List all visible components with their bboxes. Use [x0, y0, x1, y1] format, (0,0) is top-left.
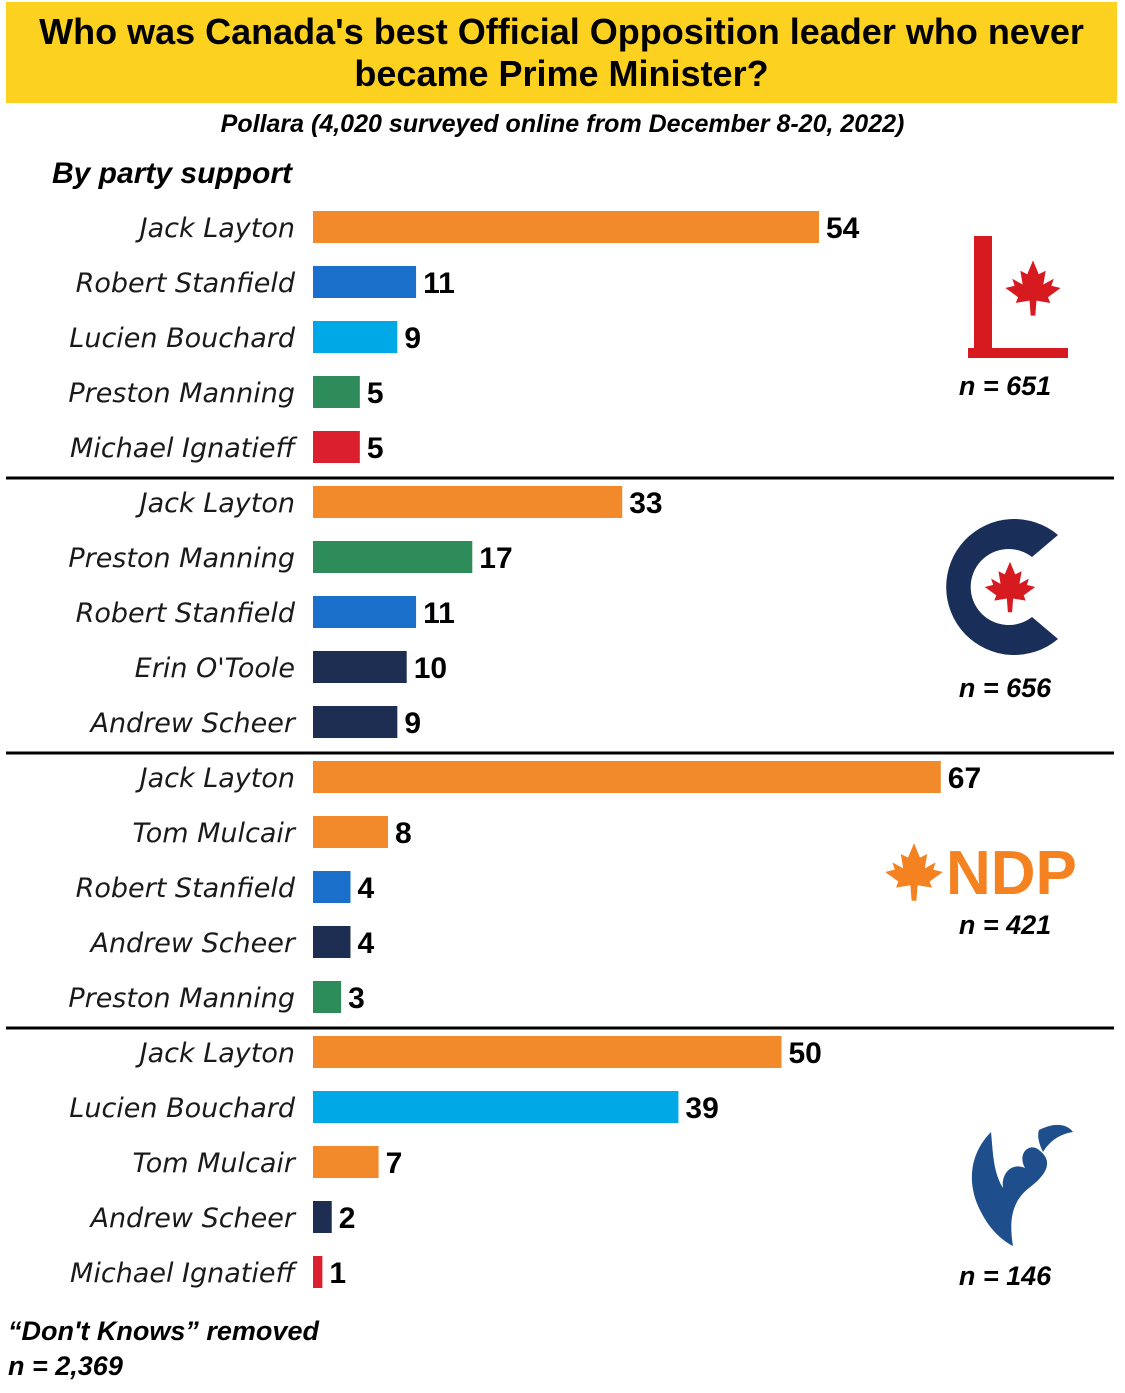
- bar: [313, 321, 398, 353]
- bar: [313, 651, 407, 683]
- category-label: Jack Layton: [135, 488, 295, 519]
- bloc-fleur-shape: [971, 1132, 1048, 1246]
- bar: [313, 871, 351, 903]
- category-label: Jack Layton: [135, 1038, 295, 1069]
- category-label: Preston Manning: [68, 543, 295, 574]
- category-label: Preston Manning: [68, 983, 295, 1014]
- bar: [313, 1201, 332, 1233]
- conservative-logo: [946, 519, 1058, 655]
- category-label: Andrew Scheer: [88, 1203, 296, 1234]
- panel-ndp: Jack Layton 67 Tom Mulcair 8 Robert Stanfiel…: [6, 751, 1114, 1015]
- data-label: 8: [395, 817, 412, 850]
- sample-size-label: n = 146: [959, 1261, 1052, 1291]
- category-label: Robert Stanfield: [76, 598, 296, 629]
- data-label: 10: [414, 652, 447, 685]
- category-label: Jack Layton: [135, 213, 295, 244]
- maple-leaf-icon: [984, 561, 1036, 613]
- category-label: Robert Stanfield: [76, 268, 296, 299]
- title-banner: Who was Canada's best Official Oppositio…: [6, 2, 1117, 103]
- data-label: 4: [357, 927, 374, 960]
- bar: [313, 761, 941, 793]
- data-label: 9: [404, 322, 421, 355]
- data-label: 9: [404, 707, 421, 740]
- data-label: 50: [789, 1037, 822, 1070]
- panel-conservative: Jack Layton 33 Preston Manning 17 Robert Sta…: [6, 476, 1114, 740]
- bar: [313, 706, 398, 738]
- bar: [313, 486, 623, 518]
- bloc-leaf-shape: [1038, 1124, 1073, 1152]
- bar: [313, 981, 342, 1013]
- category-label: Andrew Scheer: [88, 928, 296, 959]
- bar: [313, 431, 360, 463]
- bar: [313, 1256, 323, 1288]
- bloc-logo: [971, 1124, 1073, 1246]
- category-label: Jack Layton: [135, 763, 295, 794]
- category-label: Michael Ignatieff: [70, 1258, 297, 1289]
- category-label: Michael Ignatieff: [70, 433, 297, 464]
- data-label: 7: [386, 1147, 403, 1180]
- data-label: 17: [479, 542, 512, 575]
- data-label: 4: [357, 872, 374, 905]
- data-label: 67: [948, 762, 981, 795]
- bar: [313, 541, 473, 573]
- category-label: Lucien Bouchard: [69, 1093, 296, 1124]
- data-label: 33: [629, 487, 662, 520]
- ndp-logo-text: NDP: [946, 839, 1077, 908]
- bar: [313, 1146, 379, 1178]
- section-label: By party support: [52, 157, 293, 190]
- panel-bloc: Jack Layton 50 Lucien Bouchard 39 Tom Mulcai…: [6, 1026, 1114, 1291]
- bar: [313, 596, 417, 628]
- category-label: Tom Mulcair: [133, 818, 297, 849]
- category-label: Erin O'Toole: [135, 653, 295, 684]
- data-label: 11: [423, 597, 455, 630]
- total-n-note: n = 2,369: [8, 1351, 123, 1381]
- category-label: Robert Stanfield: [76, 873, 296, 904]
- ndp-logo: NDP: [885, 839, 1077, 908]
- category-label: Andrew Scheer: [88, 708, 296, 739]
- panel-liberal: Jack Layton 54 Robert Stanfield 11 Lucien Bo…: [68, 211, 1068, 465]
- chart-title: Who was Canada's best Official Oppositio…: [39, 10, 1084, 94]
- bar: [313, 266, 417, 298]
- bar: [313, 1091, 679, 1123]
- bar: [313, 376, 360, 408]
- category-label: Tom Mulcair: [133, 1148, 297, 1179]
- data-label: 11: [423, 267, 455, 300]
- chart-subtitle: Pollara (4,020 surveyed online from Dece…: [220, 110, 905, 138]
- conservative-c-shape: [946, 519, 1058, 655]
- liberal-l-shape: [968, 236, 1068, 358]
- data-label: 1: [329, 1257, 346, 1290]
- sample-size-label: n = 656: [959, 673, 1052, 703]
- maple-leaf-icon: [1005, 260, 1061, 316]
- bar: [313, 926, 351, 958]
- data-label: 2: [339, 1202, 356, 1235]
- data-label: 5: [367, 432, 384, 465]
- data-label: 5: [367, 377, 384, 410]
- data-label: 3: [348, 982, 365, 1015]
- liberal-logo: [968, 236, 1068, 358]
- bar: [313, 816, 388, 848]
- maple-leaf-icon: [885, 843, 943, 901]
- sample-size-label: n = 421: [959, 910, 1051, 940]
- category-label: Preston Manning: [68, 378, 295, 409]
- bar: [313, 1036, 782, 1068]
- data-label: 39: [685, 1092, 718, 1125]
- data-label: 54: [826, 212, 860, 245]
- category-label: Lucien Bouchard: [69, 323, 296, 354]
- bar: [313, 211, 819, 243]
- sample-size-label: n = 651: [959, 371, 1051, 401]
- dont-knows-note: “Don't Knows” removed: [8, 1316, 319, 1346]
